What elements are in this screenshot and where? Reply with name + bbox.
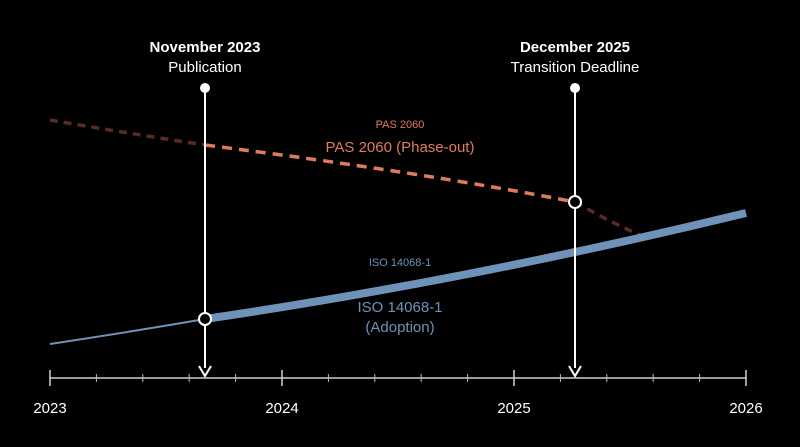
iso-14068-early-line xyxy=(49,318,206,345)
pas-2060-faded-segment xyxy=(49,118,206,147)
event-title: November 2023 xyxy=(150,39,261,56)
event-marker-arrowhead xyxy=(198,365,212,378)
axis-minor-ticks xyxy=(95,374,701,382)
event-marker-arrowhead xyxy=(568,365,582,378)
axis-major-ticks xyxy=(49,370,747,386)
event-subtitle: Transition Deadline xyxy=(511,59,640,76)
pas-2060-phase-out-line xyxy=(204,143,576,204)
event-intersection-marker xyxy=(568,195,582,209)
event-marker-top-dot xyxy=(200,83,210,93)
iso-14068-adoption-sublabel: (Adoption) xyxy=(365,319,434,336)
iso-14068-adoption-line xyxy=(204,209,747,323)
event-title: December 2025 xyxy=(520,39,630,56)
axis-tick-label: 2025 xyxy=(497,400,530,417)
pas-2060-small-label: PAS 2060 xyxy=(376,119,425,131)
event-nov-2023: November 2023 Publication xyxy=(150,39,261,378)
pas-2060-tail-segment xyxy=(574,200,641,237)
event-intersection-marker xyxy=(198,312,212,326)
time-axis: 2023 2024 2025 2026 xyxy=(33,370,763,417)
iso-14068-adoption-label: ISO 14068-1 xyxy=(357,299,442,316)
event-marker-top-dot xyxy=(570,83,580,93)
axis-tick-label: 2023 xyxy=(33,400,66,417)
axis-tick-label: 2026 xyxy=(729,400,762,417)
iso-14068-small-label: ISO 14068-1 xyxy=(369,257,431,269)
event-subtitle: Publication xyxy=(168,59,241,76)
event-dec-2025: December 2025 Transition Deadline xyxy=(511,39,640,378)
iso-14068-series: ISO 14068-1 ISO 14068-1 (Adoption) xyxy=(49,209,747,345)
pas-2060-phase-out-label: PAS 2060 (Phase-out) xyxy=(326,139,475,156)
pas-2060-series: PAS 2060 PAS 2060 (Phase-out) xyxy=(49,118,641,237)
axis-tick-label: 2024 xyxy=(265,400,298,417)
